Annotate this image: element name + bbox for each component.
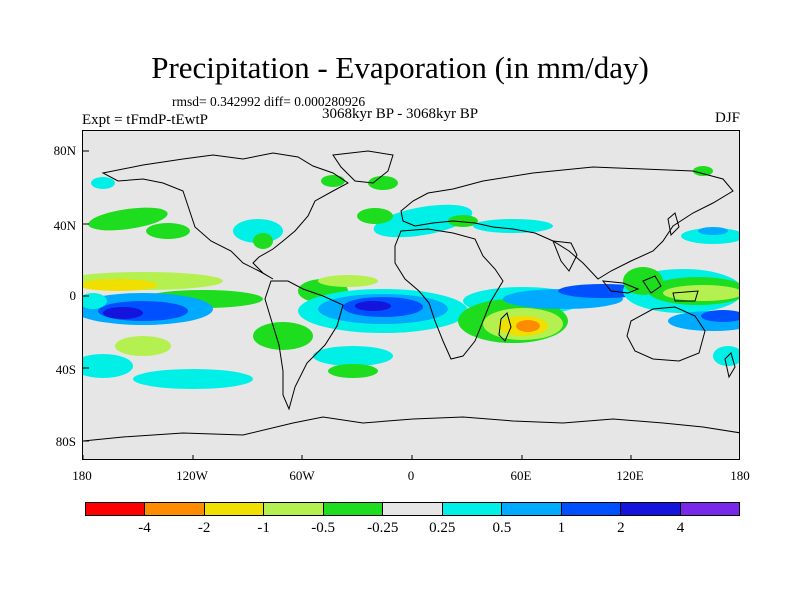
lon-label-120e: 120E bbox=[616, 468, 644, 483]
field-patch bbox=[313, 346, 393, 366]
field-patch bbox=[713, 346, 739, 366]
colorbar-label: 0.5 bbox=[492, 520, 512, 536]
field-patch bbox=[368, 176, 398, 190]
map-panel bbox=[82, 130, 740, 460]
coastline-africa bbox=[394, 228, 504, 360]
coastline-australia bbox=[626, 306, 706, 362]
lon-label-180e: 180 bbox=[730, 468, 750, 483]
coastline-madagascar bbox=[498, 312, 512, 342]
field-patch bbox=[473, 219, 553, 233]
field-patch bbox=[321, 175, 345, 187]
colorbar-label: 4 bbox=[676, 520, 685, 536]
field-patch bbox=[357, 208, 393, 224]
colorbar-segment bbox=[86, 503, 146, 515]
field-patch bbox=[318, 275, 378, 287]
coastlines bbox=[83, 150, 739, 442]
stats-label: rmsd= 0.342992 diff= 0.000280926 bbox=[172, 94, 366, 109]
colorbar-label: 2 bbox=[617, 520, 625, 536]
colorbar-segment bbox=[621, 503, 681, 515]
colorbar-segment bbox=[204, 503, 265, 515]
colorbar-segment bbox=[145, 503, 205, 515]
coastline-north-america bbox=[101, 152, 349, 280]
lat-label-40n: 40N bbox=[53, 218, 76, 233]
map-canvas bbox=[83, 150, 739, 459]
period-label: 3068kyr BP - 3068kyr BP bbox=[322, 106, 479, 122]
field-patch bbox=[253, 233, 273, 249]
experiment-label: Expt = tFmdP-tEwtP bbox=[82, 112, 208, 128]
colorbar bbox=[85, 502, 740, 516]
season-label: DJF bbox=[714, 110, 740, 126]
coastline-borneo bbox=[642, 275, 662, 294]
colorbar-segment bbox=[561, 503, 622, 515]
field-patch bbox=[373, 204, 473, 238]
coastline-eurasia bbox=[400, 166, 734, 280]
field-patch bbox=[663, 285, 739, 301]
lon-label-0: 0 bbox=[407, 468, 415, 483]
colorbar-segment bbox=[442, 503, 503, 515]
field-patch bbox=[516, 320, 540, 332]
field-patch bbox=[91, 177, 115, 189]
lon-label-180w: 180 bbox=[72, 468, 92, 483]
field-patch bbox=[115, 336, 171, 356]
field-patch bbox=[88, 207, 168, 231]
field-contours bbox=[83, 166, 739, 389]
coastline-greenland bbox=[332, 150, 394, 184]
field-patch bbox=[701, 310, 739, 322]
coastline-indonesia bbox=[601, 280, 640, 294]
field-patch bbox=[133, 369, 253, 389]
field-patch bbox=[693, 166, 713, 176]
field-patch bbox=[448, 215, 478, 227]
coastline-japan bbox=[667, 212, 680, 237]
field-patch bbox=[355, 301, 391, 311]
colorbar-label: 0.25 bbox=[429, 520, 456, 536]
field-patch bbox=[83, 293, 107, 309]
lat-label-40s: 40S bbox=[55, 362, 76, 377]
lon-label-60w: 60W bbox=[289, 468, 315, 483]
colorbar-segment bbox=[680, 503, 739, 515]
coastline-south-america bbox=[264, 280, 344, 411]
coastline-antarctica bbox=[83, 416, 739, 442]
colorbar-label: -4 bbox=[138, 520, 151, 536]
colorbar-segment bbox=[323, 503, 384, 515]
field-patch bbox=[328, 364, 378, 378]
coastline-india bbox=[552, 240, 578, 272]
colorbar-segment bbox=[383, 503, 443, 515]
colorbar-label: -0.5 bbox=[311, 520, 336, 536]
lat-label-80s: 80S bbox=[55, 434, 76, 449]
field-patch bbox=[103, 307, 143, 319]
field-patch bbox=[83, 354, 133, 378]
field-patch bbox=[146, 223, 190, 239]
colorbar-segment bbox=[502, 503, 562, 515]
colorbar-label: -0.25 bbox=[367, 520, 399, 536]
colorbar-label: 1 bbox=[557, 520, 566, 536]
lat-label-80n: 80N bbox=[53, 143, 76, 158]
coastline-new-zealand bbox=[724, 352, 736, 379]
colorbar-label: -2 bbox=[197, 520, 211, 536]
field-patch bbox=[698, 227, 728, 235]
lat-label-0: 0 bbox=[69, 288, 77, 303]
lon-label-120w: 120W bbox=[176, 468, 208, 483]
colorbar-segment bbox=[264, 503, 324, 515]
field-patch bbox=[83, 279, 158, 291]
colorbar-label: -1 bbox=[257, 520, 270, 536]
chart-title: Precipitation - Evaporation (in mm/day) bbox=[151, 50, 649, 85]
coastline-new-guinea bbox=[672, 290, 699, 302]
lon-label-60e: 60E bbox=[510, 468, 532, 483]
field-patch bbox=[253, 322, 313, 350]
